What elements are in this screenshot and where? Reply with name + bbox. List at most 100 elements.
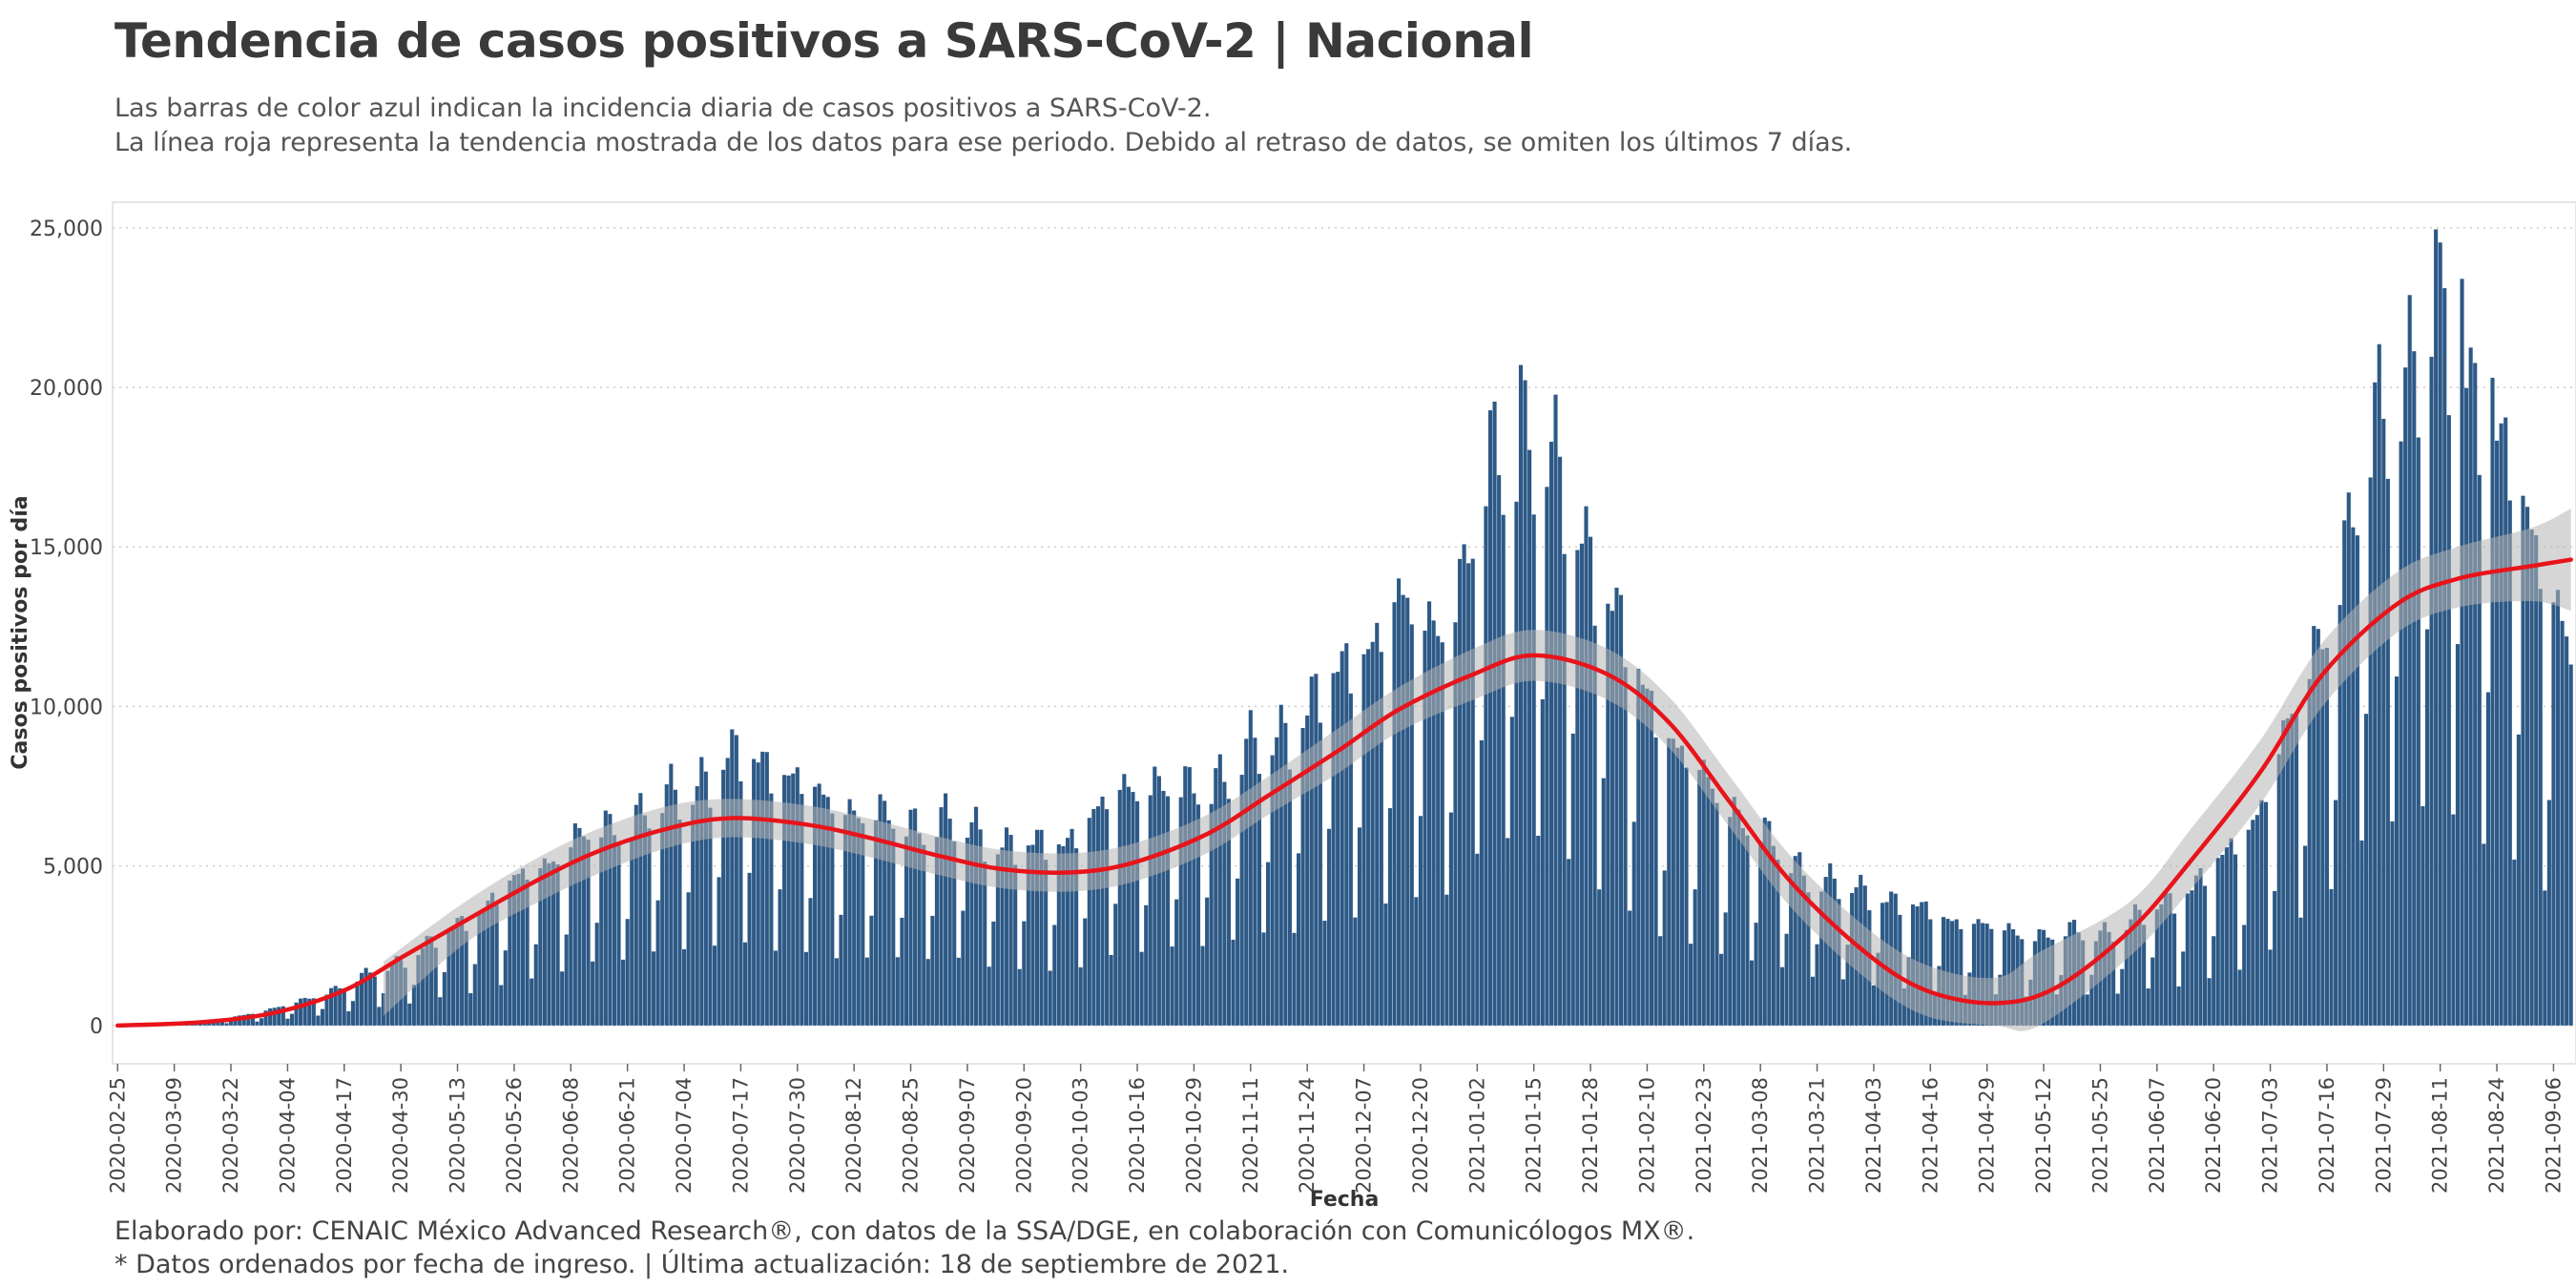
bar bbox=[1431, 620, 1436, 1026]
x-tick-label: 2021-01-28 bbox=[1579, 1077, 1602, 1194]
bar bbox=[1719, 953, 1724, 1026]
bar bbox=[895, 957, 900, 1026]
bar bbox=[1767, 821, 1772, 1026]
bar bbox=[703, 771, 708, 1026]
bar bbox=[2254, 815, 2259, 1026]
bar bbox=[1427, 601, 1432, 1026]
bar bbox=[1314, 674, 1319, 1026]
bar bbox=[1545, 487, 1549, 1026]
bar bbox=[1134, 800, 1140, 1026]
bar bbox=[1414, 897, 1419, 1026]
bar bbox=[1466, 563, 1471, 1026]
bar bbox=[1793, 856, 1797, 1026]
bar bbox=[974, 806, 979, 1026]
bar bbox=[2485, 692, 2490, 1026]
bar bbox=[2543, 890, 2547, 1026]
bar bbox=[2329, 888, 2334, 1026]
bar bbox=[925, 959, 930, 1026]
bar bbox=[538, 868, 543, 1026]
x-tick-label: 2021-04-03 bbox=[1862, 1077, 1885, 1194]
bar bbox=[608, 814, 613, 1026]
bar bbox=[1109, 954, 1113, 1026]
bar bbox=[825, 797, 830, 1026]
bar bbox=[1423, 631, 1427, 1026]
y-axis-title: Casos positivos por día bbox=[9, 495, 32, 769]
bar bbox=[742, 942, 748, 1026]
bar bbox=[2355, 535, 2359, 1026]
bar bbox=[756, 762, 760, 1026]
bar bbox=[1353, 917, 1358, 1026]
bar bbox=[2424, 629, 2430, 1026]
bar bbox=[464, 930, 468, 1026]
bar bbox=[1976, 919, 1981, 1026]
bar bbox=[2482, 843, 2486, 1026]
bar bbox=[2185, 893, 2190, 1026]
bar bbox=[2516, 734, 2521, 1026]
bar bbox=[947, 819, 952, 1026]
bar bbox=[1161, 790, 1166, 1026]
bar bbox=[2442, 288, 2447, 1026]
bar bbox=[263, 1010, 268, 1026]
x-tick-label: 2021-05-25 bbox=[2088, 1077, 2111, 1194]
x-tick-label: 2020-12-20 bbox=[1409, 1077, 1432, 1194]
bar bbox=[1074, 848, 1079, 1026]
bar bbox=[1562, 553, 1567, 1026]
bar bbox=[2377, 343, 2381, 1026]
bar bbox=[1628, 910, 1632, 1026]
bar bbox=[438, 997, 443, 1026]
bar bbox=[285, 1018, 290, 1026]
bar bbox=[1631, 821, 1636, 1026]
x-tick-label: 2021-07-16 bbox=[2316, 1077, 2338, 1194]
bar bbox=[2172, 913, 2177, 1026]
bar bbox=[900, 917, 904, 1026]
bar bbox=[1344, 643, 1349, 1026]
bar bbox=[255, 1021, 260, 1026]
bar bbox=[1475, 853, 1480, 1026]
y-axis-ticks: 0 5,000 10,000 15,000 20,000 25,000 bbox=[30, 218, 103, 1039]
x-tick-label: 2020-10-29 bbox=[1182, 1077, 1205, 1194]
bar bbox=[1336, 672, 1340, 1026]
chart-title: Tendencia de casos positivos a SARS-CoV-… bbox=[114, 13, 1534, 69]
bar bbox=[2224, 847, 2229, 1026]
x-tick-label: 2020-11-11 bbox=[1239, 1077, 1262, 1194]
bar bbox=[1693, 889, 1697, 1026]
bar bbox=[891, 828, 896, 1026]
bar bbox=[795, 767, 800, 1026]
x-tick-label: 2020-04-04 bbox=[276, 1077, 299, 1194]
bar bbox=[569, 847, 573, 1026]
bar bbox=[1030, 844, 1035, 1026]
bar bbox=[1318, 722, 1322, 1026]
bar bbox=[2464, 387, 2469, 1026]
bar bbox=[411, 985, 416, 1026]
bar bbox=[516, 873, 521, 1026]
bar bbox=[1658, 936, 1663, 1026]
bar bbox=[224, 1023, 229, 1026]
bar bbox=[1553, 394, 1558, 1026]
bar bbox=[983, 862, 987, 1026]
bar bbox=[1170, 946, 1174, 1026]
bar bbox=[1440, 642, 1444, 1026]
x-axis-ticks: 2020-02-25 2020-03-09 2020-03-22 2020-04-04… bbox=[106, 1064, 2565, 1194]
bar bbox=[511, 875, 516, 1026]
bar bbox=[2259, 800, 2264, 1026]
bar bbox=[1789, 873, 1794, 1026]
x-tick-label: 2020-11-24 bbox=[1296, 1077, 1319, 1194]
bar bbox=[1361, 654, 1366, 1026]
bar bbox=[2399, 441, 2403, 1026]
bar bbox=[2190, 890, 2194, 1026]
bar bbox=[1762, 817, 1767, 1026]
bar bbox=[355, 981, 360, 1026]
bar bbox=[1832, 878, 1837, 1026]
x-tick-label: 2020-10-03 bbox=[1070, 1077, 1092, 1194]
bar bbox=[299, 998, 303, 1026]
bar bbox=[995, 854, 1000, 1026]
x-tick-label: 2021-06-07 bbox=[2146, 1077, 2169, 1194]
bar bbox=[1022, 921, 1027, 1026]
bar bbox=[752, 758, 757, 1026]
bar bbox=[2499, 423, 2503, 1026]
bar bbox=[2242, 924, 2247, 1026]
bar bbox=[1148, 795, 1153, 1026]
bar bbox=[1214, 768, 1218, 1026]
x-tick-label: 2021-03-21 bbox=[1806, 1077, 1829, 1194]
bar bbox=[1453, 622, 1458, 1026]
